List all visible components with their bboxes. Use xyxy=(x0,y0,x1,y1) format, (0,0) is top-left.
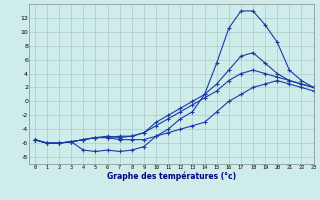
X-axis label: Graphe des températures (°c): Graphe des températures (°c) xyxy=(107,171,236,181)
